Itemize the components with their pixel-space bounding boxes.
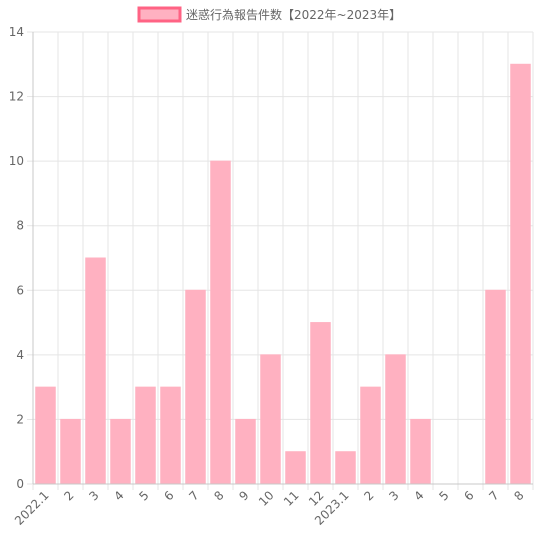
bar[interactable]	[85, 257, 106, 485]
x-tick-label: 7	[486, 488, 501, 503]
bar[interactable]	[35, 386, 56, 485]
bars	[35, 63, 531, 485]
legend[interactable]: 迷惑行為報告件数【2022年~2023年】	[137, 6, 401, 23]
y-tick-label: 12	[9, 90, 24, 104]
x-tick-label: 2	[61, 488, 76, 503]
bar[interactable]	[260, 354, 281, 485]
bar[interactable]	[510, 63, 531, 485]
legend-swatch[interactable]	[137, 6, 182, 23]
x-tick-label: 6	[461, 488, 476, 503]
y-tick-label: 4	[16, 348, 24, 362]
grid-lines	[32, 31, 534, 490]
x-tick-label: 7	[186, 488, 201, 503]
y-tick-label: 6	[16, 283, 24, 297]
x-tick-label: 2	[361, 488, 376, 503]
legend-label[interactable]: 迷惑行為報告件数【2022年~2023年】	[186, 7, 401, 22]
y-axis: 0 2 4 6 8 10 12 14	[9, 25, 34, 491]
y-tick-label: 0	[16, 477, 24, 491]
x-tick-label: 5	[136, 488, 151, 503]
x-tick-label: 9	[236, 488, 251, 503]
x-tick-label: 6	[161, 488, 176, 503]
bar[interactable]	[110, 418, 131, 485]
y-tick-label: 8	[16, 219, 24, 233]
x-tick-label: 4	[111, 488, 126, 503]
x-tick-label: 5	[436, 488, 451, 503]
y-tick-label: 2	[16, 412, 24, 426]
bar[interactable]	[385, 354, 406, 485]
bar[interactable]	[185, 289, 206, 485]
x-tick-label: 11	[281, 488, 302, 509]
bar[interactable]	[210, 160, 231, 485]
bar[interactable]	[335, 451, 356, 485]
y-tick-label: 10	[9, 154, 24, 168]
x-tick-label: 4	[411, 488, 426, 503]
bar[interactable]	[135, 386, 156, 485]
x-tick-label: 10	[256, 488, 277, 509]
bar[interactable]	[60, 418, 81, 485]
x-tick-label: 3	[86, 488, 101, 503]
bar[interactable]	[285, 451, 306, 485]
bar[interactable]	[485, 289, 506, 485]
x-tick-label: 8	[211, 488, 226, 503]
bar[interactable]	[310, 322, 331, 485]
x-tick-label: 3	[386, 488, 401, 503]
bar[interactable]	[235, 418, 256, 485]
x-tick-label: 2022.1	[12, 488, 52, 528]
bar[interactable]	[410, 418, 431, 485]
x-tick-label: 8	[511, 488, 526, 503]
bar[interactable]	[160, 386, 181, 485]
y-tick-label: 14	[9, 25, 24, 39]
bar[interactable]	[360, 386, 381, 485]
